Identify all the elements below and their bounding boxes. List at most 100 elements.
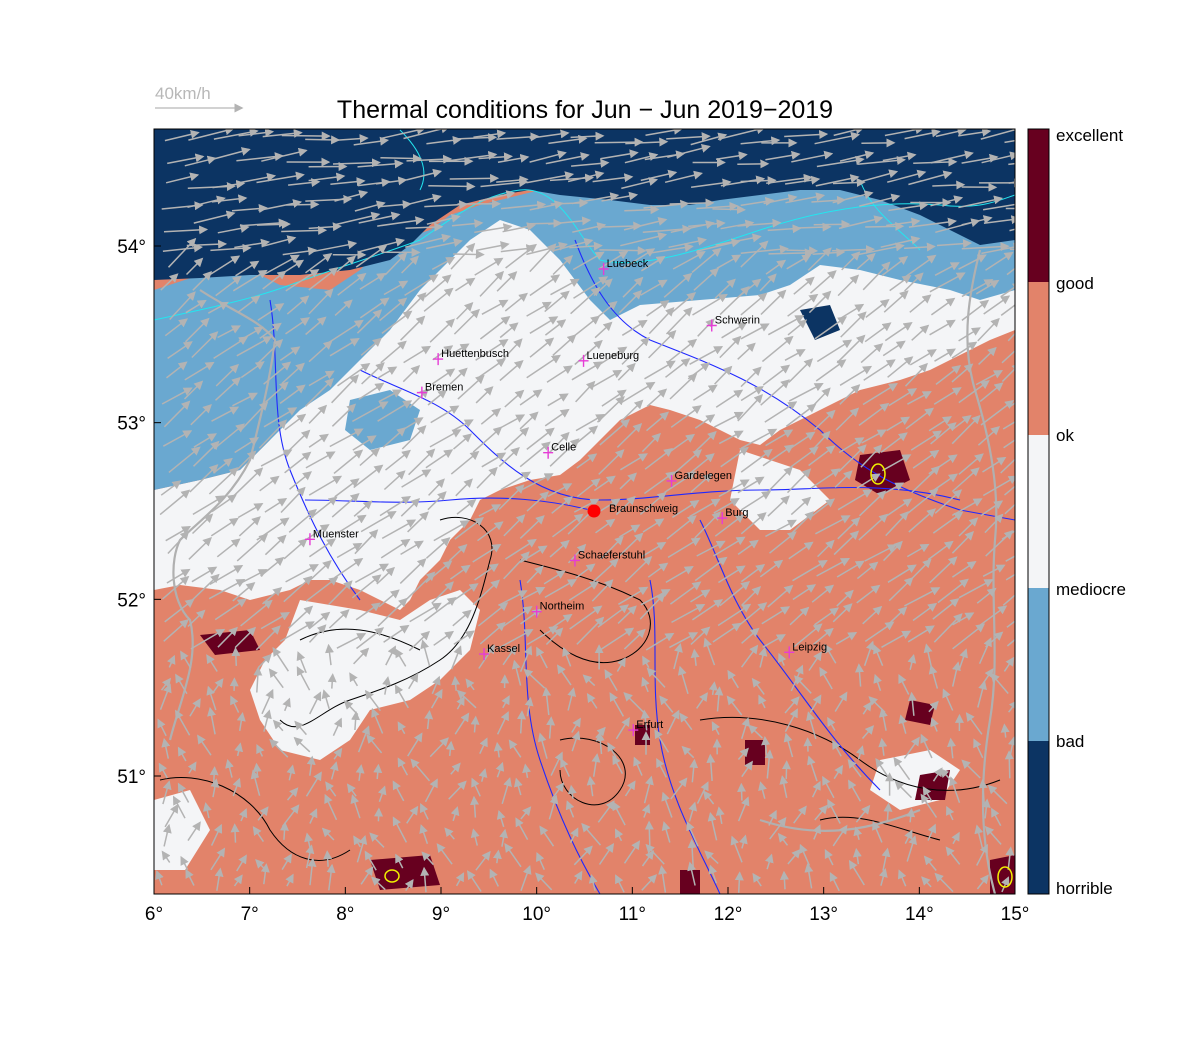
wind-arrow <box>643 471 676 495</box>
wind-arrow <box>256 171 305 184</box>
wind-arrow <box>816 155 865 168</box>
wind-arrow <box>784 130 829 140</box>
wind-arrow <box>305 771 322 797</box>
wind-arrow <box>160 273 179 291</box>
wind-arrow <box>784 708 798 733</box>
wind-arrow <box>951 661 961 687</box>
wind-arrow <box>1006 267 1015 276</box>
wind-arrow <box>837 274 860 297</box>
wind-arrow <box>836 334 866 364</box>
wind-arrow <box>979 382 1004 402</box>
wind-arrow <box>210 778 220 798</box>
wind-arrow <box>433 630 455 646</box>
wind-arrow <box>167 153 205 165</box>
wind-arrow <box>740 586 762 607</box>
wind-arrow <box>208 467 239 495</box>
wind-arrow <box>188 536 212 560</box>
wind-arrow <box>279 346 301 362</box>
wind-arrow <box>160 480 182 496</box>
wind-arrow <box>640 279 668 296</box>
wind-arrow <box>586 776 596 797</box>
wind-arrow <box>241 569 268 584</box>
wind-arrow <box>357 725 370 753</box>
region-horrible-east <box>800 305 840 340</box>
wind-arrow <box>765 429 794 447</box>
wind-arrow <box>385 645 396 666</box>
wind-arrow <box>325 781 337 797</box>
wind-arrow <box>335 514 367 535</box>
wind-arrow <box>641 541 667 557</box>
wind-arrow <box>511 659 522 686</box>
wind-arrow <box>425 449 454 469</box>
wind-arrow <box>546 716 556 739</box>
wind-arrow <box>481 452 507 468</box>
wind-arrow <box>641 256 666 272</box>
wind-arrow <box>778 652 787 666</box>
wind-arrow <box>381 310 413 335</box>
wind-arrow <box>690 473 713 493</box>
wind-arrow <box>571 192 620 205</box>
wind-arrow <box>906 488 939 515</box>
wind-arrow <box>349 672 359 687</box>
wind-arrow <box>1004 503 1015 515</box>
wind-arrow <box>880 235 921 248</box>
wind-arrow <box>190 628 226 650</box>
wind-arrow <box>504 292 528 312</box>
wind-arrow <box>479 621 506 645</box>
wind-arrow <box>928 664 939 689</box>
wind-arrow <box>886 217 921 227</box>
wind-arrow <box>833 764 844 780</box>
wind-arrow <box>713 411 744 428</box>
wind-arrow <box>495 761 505 778</box>
wind-arrow <box>813 607 840 626</box>
wind-arrow <box>785 403 817 427</box>
wind-arrow <box>748 724 763 739</box>
wind-arrow <box>864 544 898 562</box>
wind-arrow <box>215 363 239 387</box>
wind-arrow <box>861 429 887 444</box>
wind-arrow <box>983 215 1015 225</box>
wind-arrow <box>600 535 624 560</box>
wind-arrow <box>832 603 853 623</box>
wind-arrow <box>633 756 643 776</box>
x-tick-label: 10° <box>522 904 551 925</box>
wind-arrow <box>265 381 289 403</box>
wind-arrow <box>400 497 421 517</box>
wind-arrow <box>717 603 752 627</box>
wind-arrow <box>478 504 502 517</box>
wind-arrow <box>572 251 605 271</box>
wind-arrow <box>167 341 193 360</box>
city-label: Lueneburg <box>587 350 640 362</box>
wind-arrow <box>862 383 898 406</box>
wind-arrow <box>973 738 984 759</box>
x-tick-label: 12° <box>714 904 743 925</box>
wind-arrow <box>623 217 668 231</box>
wind-arrow <box>543 570 566 585</box>
wind-arrow <box>519 645 533 672</box>
wind-arrow <box>410 758 431 782</box>
wind-arrow <box>1003 439 1015 449</box>
wind-arrow <box>793 276 815 295</box>
wind-arrow <box>620 399 644 423</box>
wind-arrow <box>513 777 523 796</box>
wind-arrow <box>283 575 313 603</box>
wind-arrow <box>234 626 257 649</box>
wind-arrow <box>175 709 191 736</box>
wind-arrow <box>424 710 434 730</box>
wind-arrow <box>670 405 702 428</box>
wind-arrow <box>751 677 765 695</box>
wind-arrow <box>325 643 334 666</box>
wind-arrow <box>519 411 539 430</box>
wind-arrow <box>284 451 312 474</box>
wind-arrow <box>934 489 963 514</box>
wind-arrow <box>1001 362 1015 383</box>
wind-arrow <box>615 495 636 516</box>
wind-arrow <box>207 301 229 314</box>
wind-arrow <box>167 654 176 668</box>
wind-arrow <box>328 580 353 606</box>
wind-arrow <box>689 498 721 518</box>
wind-arrow <box>526 301 552 317</box>
wind-arrow <box>502 222 536 233</box>
wind-arrow <box>791 150 834 163</box>
wind-arrow <box>856 252 876 270</box>
